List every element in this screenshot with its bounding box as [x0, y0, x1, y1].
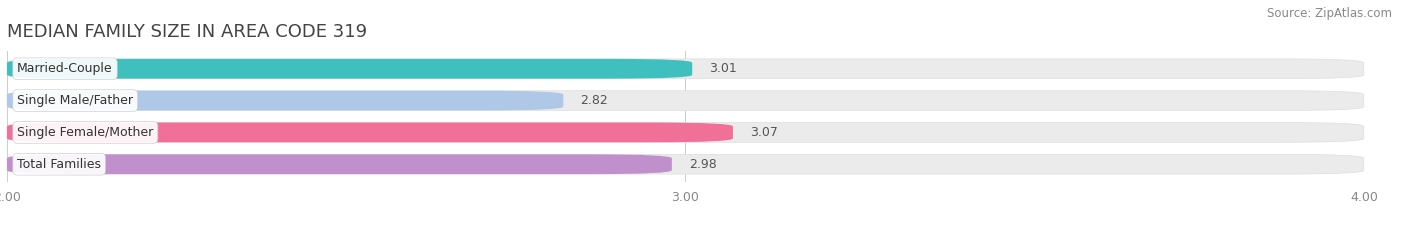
- Text: Single Male/Father: Single Male/Father: [17, 94, 134, 107]
- FancyBboxPatch shape: [7, 59, 692, 79]
- FancyBboxPatch shape: [7, 154, 672, 174]
- FancyBboxPatch shape: [7, 123, 1364, 142]
- Text: Single Female/Mother: Single Female/Mother: [17, 126, 153, 139]
- Text: 3.01: 3.01: [709, 62, 737, 75]
- Text: 2.82: 2.82: [581, 94, 607, 107]
- FancyBboxPatch shape: [7, 91, 1364, 110]
- FancyBboxPatch shape: [7, 154, 1364, 174]
- Text: Married-Couple: Married-Couple: [17, 62, 112, 75]
- Text: MEDIAN FAMILY SIZE IN AREA CODE 319: MEDIAN FAMILY SIZE IN AREA CODE 319: [7, 23, 367, 41]
- FancyBboxPatch shape: [7, 59, 1364, 79]
- Text: 3.07: 3.07: [749, 126, 778, 139]
- Text: Total Families: Total Families: [17, 158, 101, 171]
- Text: Source: ZipAtlas.com: Source: ZipAtlas.com: [1267, 7, 1392, 20]
- FancyBboxPatch shape: [7, 91, 564, 110]
- FancyBboxPatch shape: [7, 123, 733, 142]
- Text: 2.98: 2.98: [689, 158, 717, 171]
